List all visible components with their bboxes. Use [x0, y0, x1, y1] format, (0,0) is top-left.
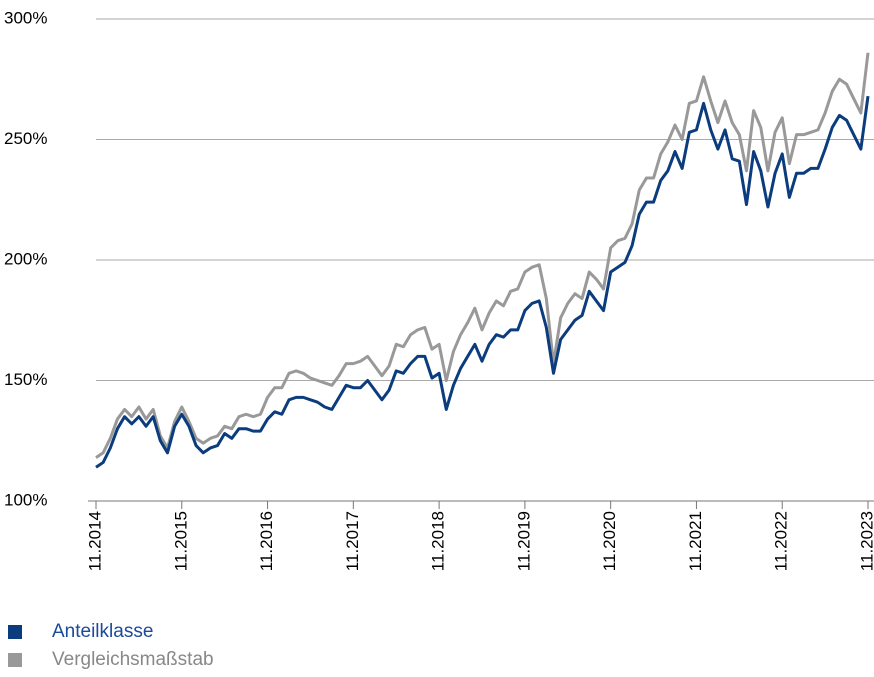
series-line: [95, 95, 870, 469]
x-tick-label: 11.2020: [600, 511, 619, 571]
legend-label: Vergleichsmaßstab: [52, 649, 214, 670]
x-tick-label: 11.2022: [772, 511, 791, 571]
x-tick-label: 11.2017: [343, 511, 362, 571]
y-tick-label: 100%: [4, 490, 47, 509]
y-tick-label: 200%: [4, 249, 47, 268]
legend-swatch: [8, 625, 22, 639]
x-tick-label: 11.2015: [171, 511, 190, 571]
x-tick-label: 11.2023: [857, 511, 874, 571]
x-tick-label: 11.2021: [686, 511, 705, 571]
x-tick-label: 11.2014: [85, 511, 104, 571]
legend-label: Anteilklasse: [52, 621, 153, 642]
x-tick-label: 11.2019: [514, 511, 533, 571]
y-tick-label: 250%: [4, 129, 47, 148]
y-tick-label: 300%: [4, 8, 47, 27]
x-tick-label: 11.2018: [429, 511, 448, 571]
legend-swatch: [8, 653, 22, 667]
y-tick-label: 150%: [4, 370, 47, 389]
x-tick-label: 11.2016: [257, 511, 276, 571]
series-line: [95, 52, 870, 459]
